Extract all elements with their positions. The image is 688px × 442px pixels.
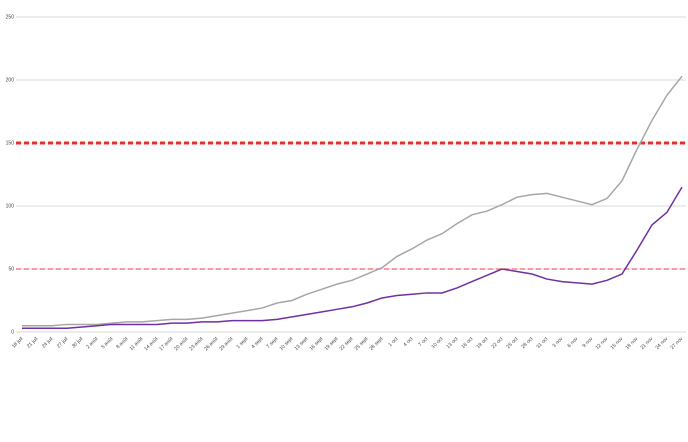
x-tick-label: 22 oct [490,336,504,350]
x-tick-label: 9 nov [581,336,594,349]
y-tick-label: 250 [6,14,15,20]
x-tick-label: 20 août [173,336,189,352]
x-tick-label: 21 juil [26,336,39,349]
x-tick-label: 16 oct [460,336,474,350]
series-line [22,186,683,329]
x-tick-label: 17 août [158,336,174,352]
x-tick-label: 10 oct [430,336,444,350]
x-tick-label: 19 oct [475,336,489,350]
x-tick-label: 21 nov [639,336,654,351]
x-tick-label: 3 nov [551,336,564,349]
x-tick-label: 12 nov [594,336,609,351]
x-tick-label: 27 nov [669,336,684,351]
x-tick-label: 18 nov [624,336,639,351]
x-tick-label: 13 sept [294,336,310,352]
x-tick-label: 2 août [85,336,100,351]
x-tick-label: 15 nov [609,336,624,351]
y-tick-label: 50 [8,266,14,272]
x-tick-label: 24 nov [654,336,669,351]
x-tick-label: 16 sept [309,336,325,352]
x-tick-label: 1 sept [235,336,249,350]
x-tick-label: 5 août [100,336,115,351]
x-tick-label: 29 août [218,336,234,352]
x-tick-label: 7 oct [417,336,429,348]
x-tick-label: 23 août [188,336,204,352]
x-tick-label: 27 juil [56,336,69,349]
y-tick-label: 100 [6,203,15,209]
y-tick-label: 200 [6,77,15,83]
x-tick-label: 30 juil [71,336,84,349]
x-tick-label: 1 oct [387,336,399,348]
x-tick-label: 10 sept [279,336,295,352]
y-tick-label: 0 [11,329,14,335]
x-tick-label: 19 sept [324,336,340,352]
x-tick-label: 31 oct [535,336,549,350]
x-tick-label: 14 août [143,336,159,352]
x-tick-label: 25 oct [505,336,519,350]
x-tick-label: 28 oct [520,336,534,350]
x-tick-label: 13 oct [445,336,459,350]
x-tick-label: 11 août [129,336,145,352]
x-tick-label: 24 juil [41,336,54,349]
series-line [22,75,683,327]
x-tick-label: 22 sept [339,336,355,352]
x-tick-label: 25 sept [354,336,370,352]
x-tick-label: 6 nov [566,336,579,349]
x-tick-label: 28 sept [369,336,385,352]
x-tick-label: 26 août [203,336,219,352]
x-tick-label: 4 oct [402,336,414,348]
y-tick-label: 150 [6,140,15,146]
x-tick-label: 4 sept [250,336,264,350]
x-tick-label: 18 juil [11,336,24,349]
